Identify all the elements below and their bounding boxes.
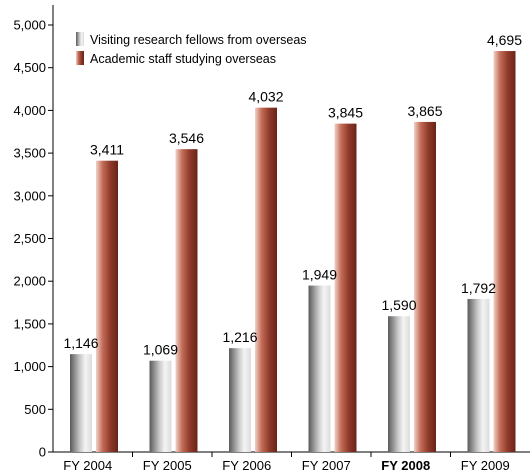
- data-labels: 1,146 1,069 1,216 1,949 1,590 1,792 3,411 3,546…: [63, 32, 522, 358]
- y-tick-label: 500: [24, 402, 46, 417]
- bar-visiting-research-fellows: [149, 360, 172, 452]
- y-tick-label: 4,500: [13, 60, 46, 75]
- x-tick-label: FY 2009: [461, 458, 510, 473]
- x-tick-label: FY 2006: [222, 458, 271, 473]
- x-axis: FY 2004 FY 2005 FY 2006 FY 2007 FY 2008 FY 20…: [53, 451, 530, 473]
- legend-swatch-visiting-research-fellows: [76, 32, 84, 46]
- data-label: 1,590: [381, 297, 416, 313]
- bar-academic-staff: [493, 51, 516, 453]
- legend: Visiting research fellows from overseas …: [76, 32, 307, 66]
- bar-academic-staff: [175, 149, 198, 452]
- y-tick-label: 1,500: [13, 316, 46, 331]
- data-label: 4,032: [248, 89, 283, 105]
- bar-visiting-research-fellows: [70, 354, 92, 452]
- y-tick-label: 5,000: [13, 18, 46, 33]
- bar-visiting-research-fellows: [229, 348, 251, 452]
- legend-label-academic-staff: Academic staff studying overseas: [90, 52, 276, 66]
- bar-visiting-research-fellows: [388, 316, 410, 452]
- bar-academic-staff: [414, 121, 436, 452]
- y-tick-label: 0: [39, 445, 46, 460]
- data-label: 3,546: [169, 130, 204, 146]
- bar-visiting-research-fellows: [467, 298, 490, 452]
- y-axis: 0 500 1,000 1,500 2,000 2,500 3,000 3,500 4,000 4…: [13, 5, 54, 460]
- y-tick-label: 3,000: [13, 188, 46, 203]
- bar-academic-staff: [334, 123, 357, 453]
- data-label: 1,146: [63, 335, 98, 351]
- y-tick-label: 3,500: [13, 146, 46, 161]
- data-label: 3,845: [328, 105, 363, 121]
- data-label: 3,411: [90, 142, 124, 158]
- bar-visiting-research-fellows: [308, 285, 331, 452]
- x-tick-label: FY 2008: [381, 458, 430, 473]
- y-tick-label: 2,000: [13, 274, 46, 289]
- y-tick-label: 2,500: [13, 231, 46, 246]
- data-label: 1,949: [302, 267, 337, 283]
- x-tick-label: FY 2005: [143, 458, 192, 473]
- legend-label-visiting-research-fellows: Visiting research fellows from overseas: [90, 33, 307, 47]
- data-label: 1,069: [143, 342, 178, 358]
- data-label: 1,792: [461, 280, 496, 296]
- bars: [70, 51, 516, 453]
- bar-academic-staff: [96, 160, 118, 452]
- y-tick-label: 1,000: [13, 359, 46, 374]
- legend-swatch-academic-staff: [76, 51, 84, 65]
- x-tick-label: FY 2007: [302, 458, 351, 473]
- x-tick-label: FY 2004: [63, 458, 112, 473]
- data-label: 1,216: [222, 329, 257, 345]
- data-label: 4,695: [487, 32, 522, 48]
- data-label: 3,865: [407, 103, 442, 119]
- bar-academic-staff: [255, 107, 277, 452]
- y-tick-label: 4,000: [13, 103, 46, 118]
